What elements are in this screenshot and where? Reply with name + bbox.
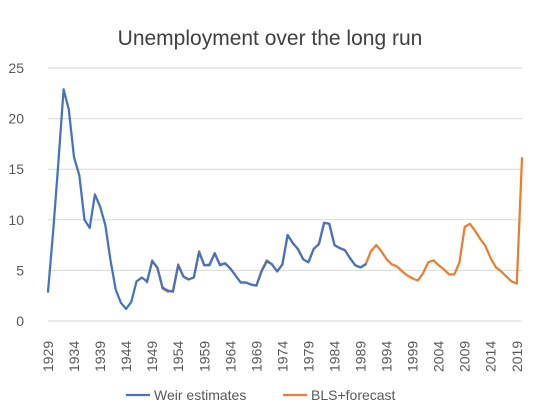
- x-tick-label: 1934: [66, 341, 82, 372]
- y-tick-label: 20: [8, 111, 24, 127]
- x-tick-label: 1959: [196, 341, 212, 372]
- x-tick-label: 1964: [222, 341, 238, 372]
- y-axis-ticks: 0 5 10 15 20 25: [8, 60, 24, 329]
- x-tick-label: 1979: [300, 341, 316, 372]
- legend: Weir estimates BLS+forecast: [126, 387, 396, 403]
- x-tick-label: 1994: [379, 341, 395, 372]
- legend-label-0: Weir estimates: [154, 387, 246, 403]
- series-lines: [46, 88, 524, 311]
- y-tick-label: 0: [16, 313, 24, 329]
- y-tick-label: 5: [16, 262, 24, 278]
- y-tick-label: 10: [8, 212, 24, 228]
- x-tick-label: 1989: [353, 341, 369, 372]
- x-tick-label: 2009: [457, 341, 473, 372]
- x-tick-label: 1954: [170, 341, 186, 372]
- x-tick-label: 1984: [326, 341, 342, 372]
- x-tick-label: 1939: [92, 341, 108, 372]
- x-tick-label: 1969: [248, 341, 264, 372]
- y-tick-label: 25: [8, 60, 24, 76]
- y-tick-label: 15: [8, 161, 24, 177]
- x-tick-label: 2014: [483, 341, 499, 372]
- series-line-1: [145, 156, 524, 293]
- x-tick-label: 1949: [144, 341, 160, 372]
- x-tick-label: 1999: [405, 341, 421, 372]
- x-tick-label: 1944: [118, 341, 134, 372]
- x-tick-label: 2004: [431, 341, 447, 372]
- legend-label-1: BLS+forecast: [311, 387, 396, 403]
- series-line-0: [46, 88, 367, 311]
- gridlines: [48, 67, 522, 322]
- x-tick-label: 1929: [40, 341, 56, 372]
- chart-title: Unemployment over the long run: [118, 27, 423, 50]
- x-tick-label: 2019: [509, 341, 525, 372]
- x-axis-ticks: 1929 1934 1939 1944 1949 1954 1959 1964 1969 1974…: [40, 341, 525, 372]
- x-tick-label: 1974: [274, 341, 290, 372]
